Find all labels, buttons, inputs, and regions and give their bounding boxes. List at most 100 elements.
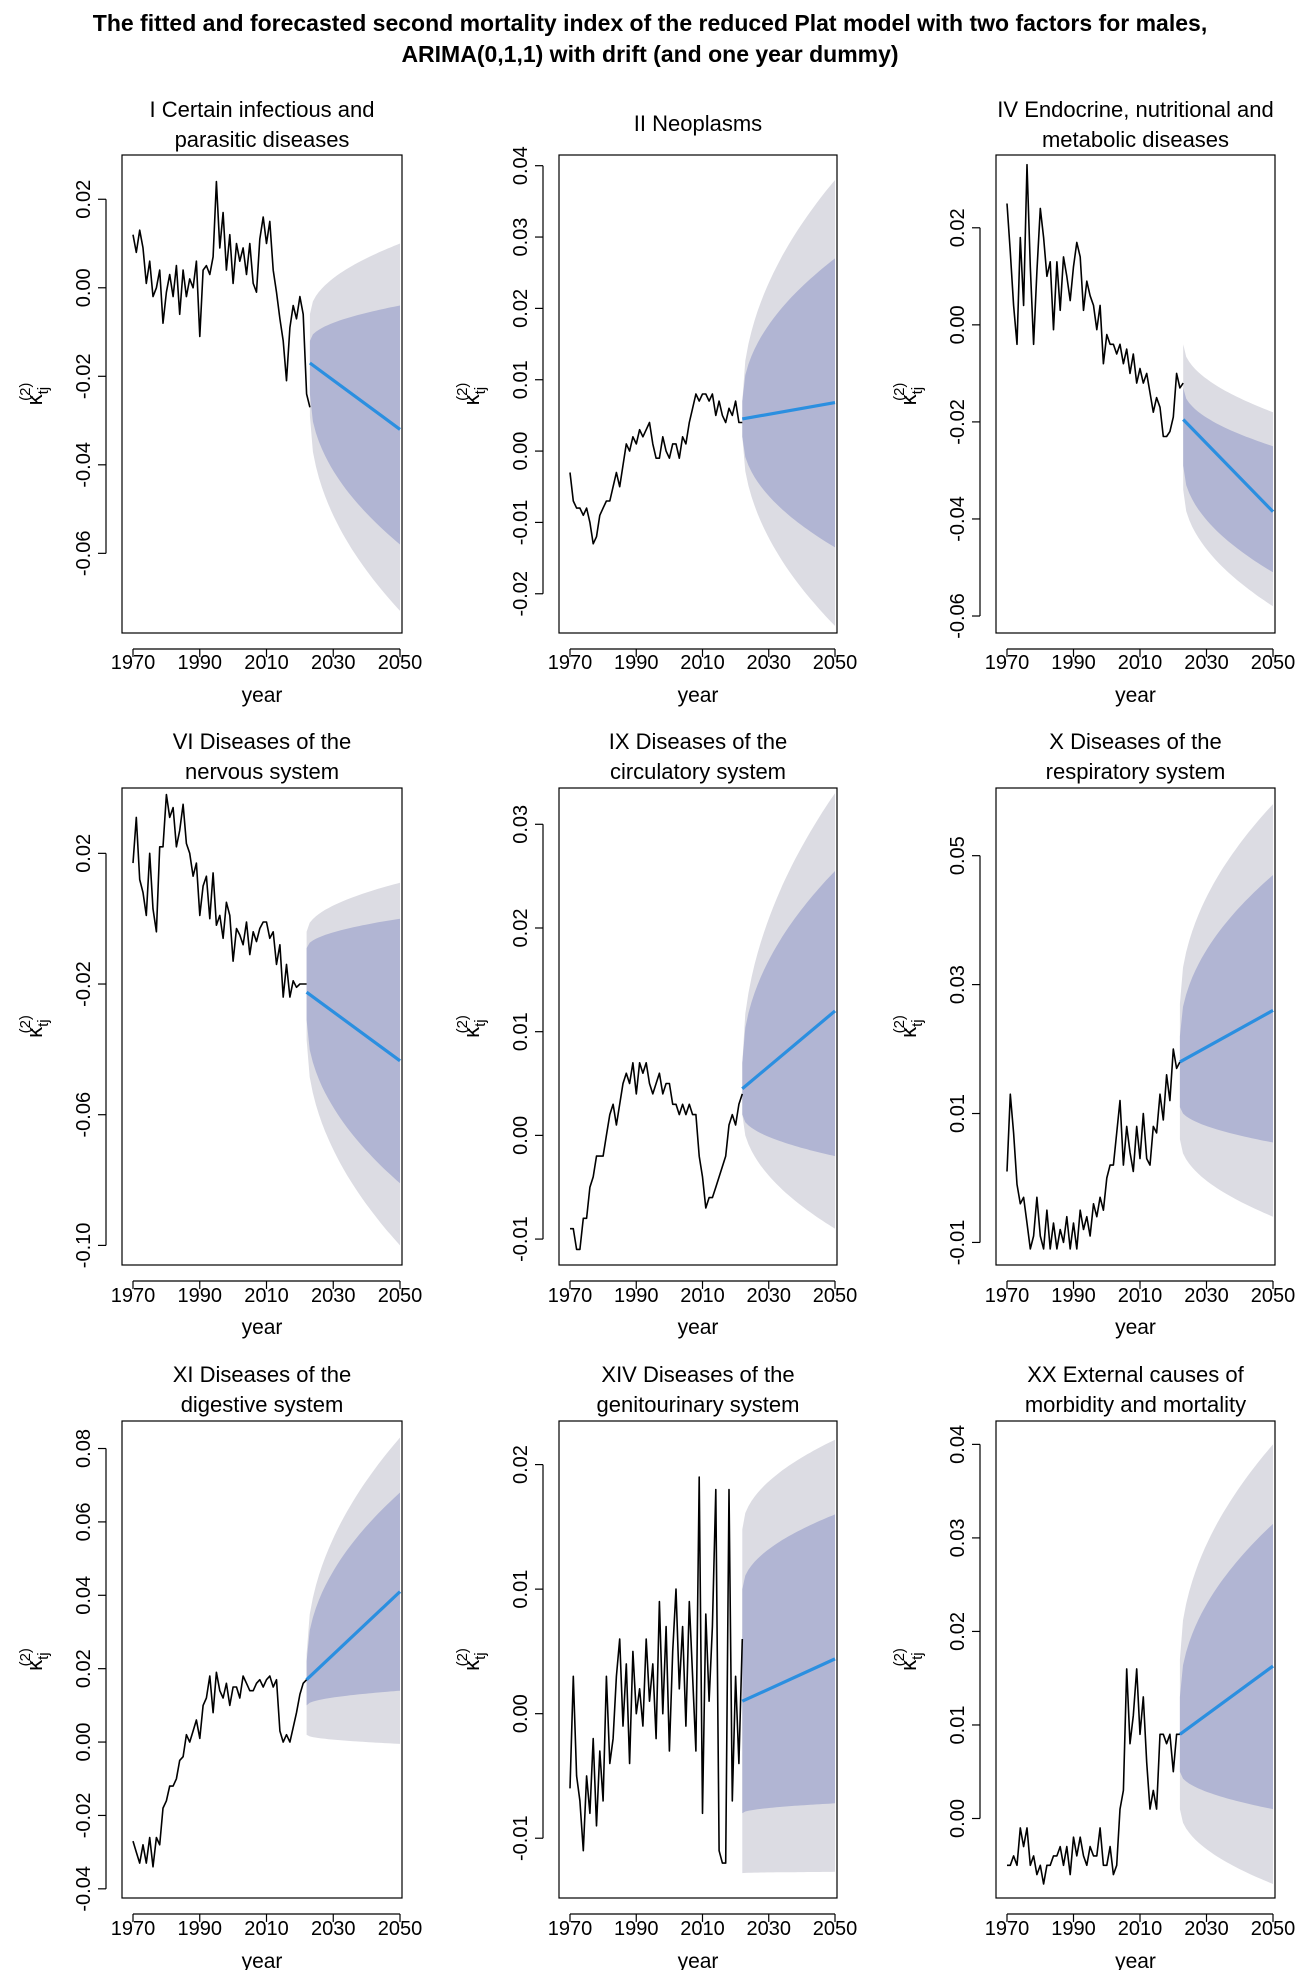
x-tick-label: 1990 bbox=[1051, 652, 1096, 674]
y-tick-label: 0.02 bbox=[947, 208, 969, 247]
historical-line bbox=[1007, 1668, 1180, 1885]
chart-title-line: metabolic diseases bbox=[1042, 127, 1229, 152]
x-tick-label: 2010 bbox=[1118, 1285, 1163, 1307]
chart-panel-6: 1970 1990 2010 2030 2050 year 0.05 0.03 0.01 -0.0… bbox=[891, 729, 1295, 1339]
x-tick-label: 2010 bbox=[680, 1918, 725, 1940]
y-tick-label: -0.01 bbox=[947, 1220, 969, 1266]
x-tick-label: 1990 bbox=[614, 1285, 659, 1307]
x-tick-label: 2050 bbox=[378, 1285, 423, 1307]
historical-line bbox=[132, 793, 307, 998]
chart-title-line: XX External causes of bbox=[1027, 1362, 1244, 1387]
x-axis: 1970 1990 2010 2030 2050 bbox=[548, 1280, 857, 1307]
y-tick-label: 0.00 bbox=[510, 432, 532, 471]
x-tick-label: 1990 bbox=[178, 1918, 223, 1940]
y-tick-label: -0.10 bbox=[73, 1223, 95, 1269]
y-tick-label: 0.00 bbox=[510, 1694, 532, 1733]
chart-title-line: VI Diseases of the bbox=[173, 729, 352, 754]
x-axis: 1970 1990 2010 2030 2050 bbox=[548, 1913, 857, 1940]
x-tick-label: 1970 bbox=[548, 652, 593, 674]
x-tick-label: 1970 bbox=[111, 652, 156, 674]
forecast-line bbox=[741, 400, 836, 421]
y-tick-label: 0.00 bbox=[947, 305, 969, 344]
inner-prediction-band bbox=[1179, 1523, 1273, 1810]
x-tick-label: 2030 bbox=[747, 652, 792, 674]
y-tick-label: -0.01 bbox=[510, 1815, 532, 1861]
plot-frame bbox=[995, 787, 1276, 1266]
x-axis: 1970 1990 2010 2030 2050 bbox=[111, 1913, 423, 1940]
chart-panel-8: 1970 1990 2010 2030 2050 year 0.02 0.01 0.00 -0.0… bbox=[454, 1362, 857, 1970]
chart-title-line: I Certain infectious and bbox=[149, 97, 374, 122]
y-tick-label: 0.03 bbox=[947, 1518, 969, 1557]
chart-title: VI Diseases of the nervous system bbox=[173, 729, 352, 784]
x-tick-label: 2010 bbox=[244, 1285, 289, 1307]
y-tick-label: -0.06 bbox=[73, 531, 95, 577]
x-tick-label: 1970 bbox=[985, 1285, 1030, 1307]
inner-prediction-band bbox=[306, 1492, 400, 1706]
x-tick-label: 1970 bbox=[548, 1285, 593, 1307]
y-tick-label: 0.02 bbox=[510, 289, 532, 328]
chart-panel-3: 1970 1990 2010 2030 2050 year 0.02 0.00 -0.02 -0.… bbox=[891, 97, 1295, 707]
x-axis-label: year bbox=[1115, 1316, 1156, 1339]
y-axis: 0.03 0.02 0.01 0.00 -0.01 bbox=[510, 805, 544, 1262]
x-tick-label: 2050 bbox=[813, 652, 858, 674]
y-tick-label: 0.04 bbox=[947, 1425, 969, 1464]
x-tick-label: 2010 bbox=[1118, 1918, 1163, 1940]
x-axis: 1970 1990 2010 2030 2050 bbox=[985, 1913, 1296, 1940]
y-tick-label: 0.02 bbox=[73, 1649, 95, 1688]
chart-title-line: respiratory system bbox=[1046, 759, 1226, 784]
forecast-line bbox=[305, 990, 401, 1063]
chart-title-line: IX Diseases of the bbox=[609, 729, 788, 754]
forecast-line bbox=[305, 1590, 402, 1681]
x-axis: 1970 1990 2010 2030 2050 bbox=[985, 648, 1296, 674]
y-tick-label: 0.02 bbox=[947, 1612, 969, 1651]
chart-title: X Diseases of the respiratory system bbox=[1046, 729, 1226, 784]
y-tick-label: -0.02 bbox=[73, 961, 95, 1007]
chart-title-line: XIV Diseases of the bbox=[601, 1362, 794, 1387]
y-tick-label: 0.03 bbox=[510, 805, 532, 844]
x-tick-label: 1990 bbox=[614, 1918, 659, 1940]
y-tick-label: 0.00 bbox=[947, 1799, 969, 1838]
x-tick-label: 2030 bbox=[311, 1918, 356, 1940]
x-tick-label: 1990 bbox=[1051, 1285, 1096, 1307]
chart-title-line: genitourinary system bbox=[597, 1392, 800, 1417]
x-axis-label: year bbox=[1115, 684, 1156, 707]
chart-title-line: IV Endocrine, nutritional and bbox=[997, 97, 1273, 122]
y-tick-label: 0.00 bbox=[510, 1116, 532, 1155]
x-tick-label: 2030 bbox=[311, 1285, 356, 1307]
y-tick-label: -0.06 bbox=[73, 1092, 95, 1138]
plot-frame bbox=[558, 1420, 838, 1899]
y-tick-label: 0.04 bbox=[73, 1576, 95, 1615]
x-tick-label: 2010 bbox=[244, 652, 289, 674]
y-axis: 0.04 0.03 0.02 0.01 0.00 bbox=[947, 1425, 981, 1838]
y-axis: 0.08 0.06 0.04 0.02 0.00 -0.02 -0.04 bbox=[73, 1429, 107, 1912]
x-tick-label: 2050 bbox=[1251, 1285, 1296, 1307]
x-tick-label: 2030 bbox=[747, 1918, 792, 1940]
y-axis-label: κtj(2) bbox=[891, 383, 926, 406]
historical-line bbox=[1006, 1048, 1181, 1250]
historical-line bbox=[1006, 163, 1184, 438]
plot-frame bbox=[558, 154, 838, 634]
inner-prediction-band bbox=[309, 305, 400, 545]
x-tick-label: 2050 bbox=[1251, 652, 1296, 674]
y-tick-label: -0.02 bbox=[510, 571, 532, 617]
chart-title: I Certain infectious and parasitic diseas… bbox=[149, 97, 374, 152]
x-tick-label: 2050 bbox=[1251, 1918, 1296, 1940]
x-axis-label: year bbox=[678, 684, 719, 707]
x-axis-label: year bbox=[242, 684, 283, 707]
inner-prediction-band bbox=[306, 918, 400, 1184]
x-tick-label: 1990 bbox=[1051, 1918, 1096, 1940]
y-tick-label: 0.02 bbox=[73, 834, 95, 873]
x-tick-label: 2050 bbox=[378, 1918, 423, 1940]
y-axis-label: κtj(2) bbox=[454, 1648, 489, 1671]
y-tick-label: -0.04 bbox=[947, 496, 969, 542]
y-axis-label: κtj(2) bbox=[17, 1015, 52, 1038]
y-tick-label: 0.05 bbox=[947, 836, 969, 875]
chart-title-line: circulatory system bbox=[610, 759, 786, 784]
y-tick-label: 0.00 bbox=[73, 268, 95, 307]
historical-line bbox=[132, 180, 311, 408]
x-tick-label: 2010 bbox=[1118, 652, 1163, 674]
y-tick-label: -0.01 bbox=[510, 1216, 532, 1262]
y-tick-label: -0.04 bbox=[73, 442, 95, 488]
y-axis: 0.02 -0.02 -0.06 -0.10 bbox=[73, 834, 107, 1269]
x-axis-label: year bbox=[678, 1950, 719, 1970]
